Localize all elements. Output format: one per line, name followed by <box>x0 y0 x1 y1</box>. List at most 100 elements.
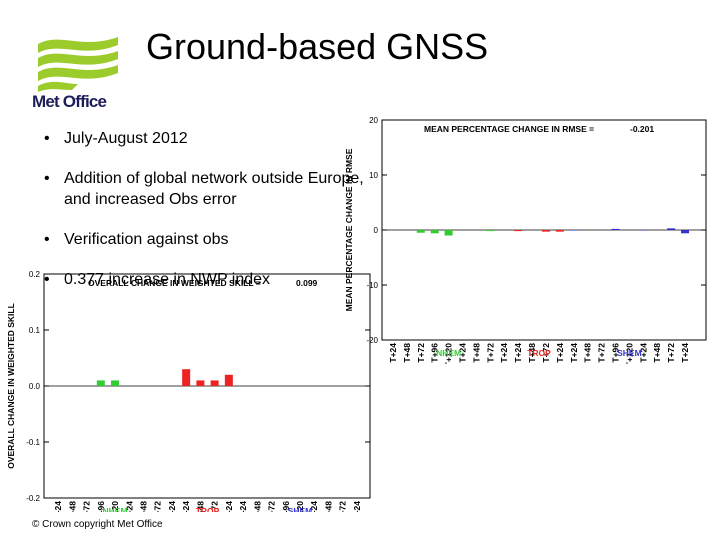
group-label: TROP <box>196 506 220 512</box>
category-label: PMSL T+96 <box>611 343 621 364</box>
bullet-item: • 0.377 increase in NWP index <box>44 271 271 288</box>
category-label: H500 T+24 <box>309 501 319 512</box>
bar <box>639 230 648 231</box>
y-axis-label: OVERALL CHANGE IN WEIGHTED SKILL <box>6 303 16 469</box>
bullet-text: 0.377 increase in NWP index <box>64 271 271 288</box>
chart-title-value: 0.099 <box>296 278 318 288</box>
category-label: H500 T+72 <box>666 343 676 364</box>
category-label: PMSL T+48 <box>402 343 412 364</box>
category-label: PMSL T+72 <box>416 343 426 364</box>
category-label: H500 T+24 <box>638 343 648 364</box>
bar <box>555 230 564 232</box>
y-tick-label: -10 <box>366 281 378 290</box>
bar <box>486 230 495 232</box>
category-label: PMSL T+96 <box>430 343 440 364</box>
bar <box>541 230 550 232</box>
y-tick-label: -0.2 <box>26 494 40 503</box>
chart-title-value: -0.201 <box>630 124 654 134</box>
category-label: PMSL T+48 <box>252 501 262 512</box>
group-label: SHEM <box>288 506 313 512</box>
category-label: PMSL T+48 <box>583 343 593 364</box>
category-label: H500 T+72 <box>153 501 163 512</box>
bar <box>111 380 120 386</box>
y-axis-label: MEAN PERCENTAGE CHANGE IN RMSE <box>344 148 354 311</box>
bullet-text: July-August 2012 <box>64 130 188 147</box>
category-label: PMSL T+72 <box>597 343 607 364</box>
y-tick-label: -20 <box>366 336 378 345</box>
y-tick-label: 0.1 <box>29 326 41 335</box>
category-label: W850 T+48 <box>195 501 205 512</box>
bullet-text: Verification against obs <box>64 231 229 248</box>
category-label: W850 T+24 <box>181 501 191 512</box>
group-label: NHEM <box>103 506 128 512</box>
y-tick-label: 10 <box>369 171 378 180</box>
logo-waves-icon <box>38 37 118 92</box>
category-label: H500 T+72 <box>485 343 495 364</box>
chart-title: MEAN PERCENTAGE CHANGE IN RMSE = <box>424 124 594 134</box>
chart-title: OVERALL CHANGE IN WEIGHTED SKILL = <box>88 278 261 288</box>
category-label: PMSL T+24 <box>238 501 248 512</box>
bullet-text: Addition of global network outside Europ… <box>64 170 364 208</box>
category-label: PMSL T+72 <box>82 501 92 512</box>
category-label: H500 T+48 <box>471 343 481 364</box>
category-label: PMSL T+24 <box>388 343 398 364</box>
bullet-item: • Addition of global network outside Euro… <box>44 170 364 208</box>
category-label: PMSL T+120 <box>295 501 305 512</box>
bar <box>182 369 191 386</box>
weighted-skill-chart: 0.2 0.1 0.0 -0.1 -0.2 OVERALL CHANGE IN WEIGH… <box>6 270 371 512</box>
category-label: PMSL T+120 <box>110 501 120 512</box>
category-label: H500 T+48 <box>652 343 662 364</box>
category-label: PMSL T+96 <box>281 501 291 512</box>
group-label: NHEM <box>436 348 461 358</box>
category-label: W850 T+72 <box>541 343 551 364</box>
category-label: W250 T+24 <box>680 343 690 364</box>
bar <box>667 228 676 230</box>
category-label: H500 T+24 <box>458 343 468 364</box>
page-title: Ground-based GNSS <box>146 26 489 67</box>
category-label: PMSL T+96 <box>96 501 106 512</box>
copyright-text: © Crown copyright Met Office <box>32 519 163 530</box>
category-label: H500 T+24 <box>124 501 134 512</box>
bar <box>416 230 425 233</box>
category-label: H500 T+48 <box>138 501 148 512</box>
bar <box>196 380 205 386</box>
category-label: W250 T+24 <box>224 501 234 512</box>
category-label: PMSL T+48 <box>67 501 77 512</box>
category-label: PMSL T+72 <box>267 501 277 512</box>
category-label: PMSL T+24 <box>53 501 63 512</box>
bar <box>430 230 439 234</box>
y-tick-label: 20 <box>369 116 378 125</box>
category-label: PMSL T+120 <box>624 343 634 364</box>
y-tick-label: 0 <box>374 226 379 235</box>
bullet-item: • Verification against obs <box>44 231 229 248</box>
category-label: W850 T+24 <box>513 343 523 364</box>
bar <box>224 374 233 386</box>
category-label: PMSL T+120 <box>444 343 454 364</box>
category-label: H500 T+72 <box>338 501 348 512</box>
bar <box>611 228 620 230</box>
group-label: SHEM <box>617 348 642 358</box>
bar <box>210 380 219 386</box>
bar <box>569 230 578 231</box>
group-label: TROP <box>527 348 551 358</box>
category-label: PMSL T+24 <box>569 343 579 364</box>
met-office-logo: Met Office <box>32 32 127 116</box>
logo-text: Met Office <box>32 92 107 111</box>
bar <box>514 230 523 232</box>
bullet-item: • July-August 2012 <box>44 130 188 147</box>
y-tick-label: 0.2 <box>29 270 41 279</box>
bar <box>681 230 690 234</box>
category-label: W250 T+24 <box>167 501 177 512</box>
category-label: W250 T+24 <box>499 343 509 364</box>
category-label: H500 T+48 <box>323 501 333 512</box>
rmse-change-chart: 20 10 0 -10 -20 MEAN PERCENTAGE CHANGE IN RMS… <box>344 116 707 364</box>
category-label: W850 T+72 <box>210 501 220 512</box>
bullet-list: • July-August 2012 • Addition of global ne… <box>40 128 380 290</box>
bar <box>444 230 453 236</box>
category-label: W250 T+24 <box>555 343 565 364</box>
bar <box>96 380 105 386</box>
y-tick-label: 0.0 <box>29 382 41 391</box>
category-label: W850 T+48 <box>527 343 537 364</box>
category-label: W250 T+24 <box>352 501 362 512</box>
y-tick-label: -0.1 <box>26 438 40 447</box>
